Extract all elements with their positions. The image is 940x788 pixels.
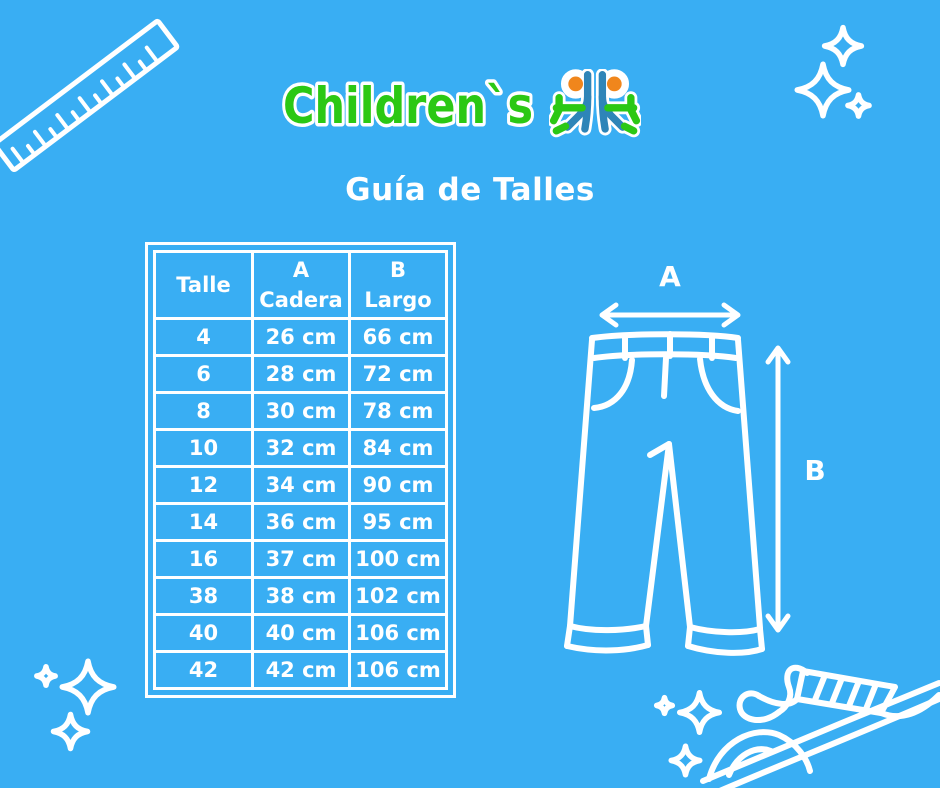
table-row: 10 32 cm 84 cm xyxy=(153,428,448,468)
ruler-icon xyxy=(0,18,180,173)
cell-talle: 14 xyxy=(153,502,254,542)
cell-largo: 100 cm xyxy=(348,539,448,579)
cell-largo: 78 cm xyxy=(348,391,448,431)
width-arrow xyxy=(599,302,741,328)
cell-cadera: 36 cm xyxy=(251,502,351,542)
cell-cadera: 42 cm xyxy=(251,650,351,690)
table-row: 16 37 cm 100 cm xyxy=(153,539,448,579)
table-row: 12 34 cm 90 cm xyxy=(153,465,448,505)
table-row: 14 36 cm 95 cm xyxy=(153,502,448,542)
cell-cadera: 40 cm xyxy=(251,613,351,653)
brand-name: Children`s xyxy=(283,77,533,135)
cell-cadera: 28 cm xyxy=(251,354,351,394)
cell-largo: 95 cm xyxy=(348,502,448,542)
page-title: Guía de Talles xyxy=(345,172,595,208)
column-header-talle: Talle xyxy=(153,250,254,320)
cell-cadera: 30 cm xyxy=(251,391,351,431)
cell-cadera: 37 cm xyxy=(251,539,351,579)
cell-largo: 106 cm xyxy=(348,650,448,690)
cell-talle: 40 xyxy=(153,613,254,653)
pants-outline-icon xyxy=(564,331,765,656)
length-arrow xyxy=(765,345,791,633)
cell-talle: 12 xyxy=(153,465,254,505)
size-table-frame: Talle A Cadera B Largo 4 26 cm 66 c xyxy=(145,242,456,698)
cell-talle: 6 xyxy=(153,354,254,394)
sparkles-top-right-icon xyxy=(795,26,870,118)
column-header-a-letter: A xyxy=(292,257,310,282)
table-header-row: Talle A Cadera B Largo xyxy=(153,250,448,320)
column-header-largo-label: Largo xyxy=(364,288,432,312)
table-row: 40 40 cm 106 cm xyxy=(153,613,448,653)
table-row: 4 26 cm 66 cm xyxy=(153,317,448,357)
size-table: Talle A Cadera B Largo 4 26 cm 66 c xyxy=(153,250,448,690)
cell-cadera: 34 cm xyxy=(251,465,351,505)
children-figures-icon xyxy=(549,69,641,138)
cell-talle: 10 xyxy=(153,428,254,468)
column-header-b-letter: B xyxy=(389,257,406,282)
cell-largo: 106 cm xyxy=(348,613,448,653)
cell-largo: 84 cm xyxy=(348,428,448,468)
cell-largo: 102 cm xyxy=(348,576,448,616)
column-header-talle-label: Talle xyxy=(176,272,231,297)
sparkles-bottom-left-icon xyxy=(36,659,116,750)
pants-measurement-diagram: A B xyxy=(564,260,826,656)
label-a: A xyxy=(659,260,681,293)
cell-talle: 42 xyxy=(153,650,254,690)
cell-talle: 16 xyxy=(153,539,254,579)
brand-name-art: Children`s xyxy=(280,74,537,139)
table-row: 38 38 cm 102 cm xyxy=(153,576,448,616)
cell-talle: 8 xyxy=(153,391,254,431)
sneaker-icon xyxy=(700,664,940,788)
cell-cadera: 32 cm xyxy=(251,428,351,468)
cell-largo: 66 cm xyxy=(348,317,448,357)
cell-largo: 90 cm xyxy=(348,465,448,505)
table-row: 42 42 cm 106 cm xyxy=(153,650,448,690)
column-header-largo: B Largo xyxy=(348,250,448,320)
column-header-cadera-label: Cadera xyxy=(259,288,343,312)
column-header-cadera: A Cadera xyxy=(251,250,351,320)
cell-cadera: 26 cm xyxy=(251,317,351,357)
label-b: B xyxy=(804,454,825,487)
table-row: 6 28 cm 72 cm xyxy=(153,354,448,394)
brand-logo: Children`s xyxy=(0,66,929,146)
cell-talle: 38 xyxy=(153,576,254,616)
cell-talle: 4 xyxy=(153,317,254,357)
cell-largo: 72 cm xyxy=(348,354,448,394)
cell-cadera: 38 cm xyxy=(251,576,351,616)
table-row: 8 30 cm 78 cm xyxy=(153,391,448,431)
